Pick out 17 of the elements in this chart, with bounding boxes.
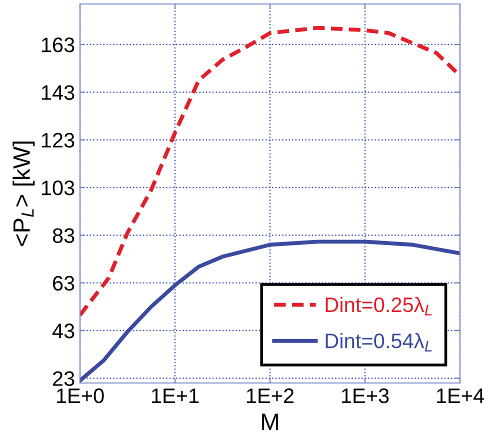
x-tick-label: 1E+4 xyxy=(436,388,484,403)
x-axis-title: M xyxy=(262,414,278,430)
y-tick-label: 63 xyxy=(53,276,74,291)
y-tick-label: 163 xyxy=(42,38,74,52)
y-axis-title: <P$_{L}$> [kW] xyxy=(12,142,35,246)
legend-label: Dint=0.25λ$_{L}$ xyxy=(326,296,432,316)
x-tick-label: 1E+3 xyxy=(342,388,389,404)
y-tick-label: 43 xyxy=(52,324,74,338)
y-tick-label: 83 xyxy=(52,228,74,243)
y-tick-label: 23 xyxy=(53,371,74,386)
x-tick-label: 1E+0 xyxy=(56,388,104,404)
y-tick-label: 123 xyxy=(42,132,74,148)
legend-label: Dint=0.54λ$_{L}$ xyxy=(326,332,432,352)
y-tick-label: 143 xyxy=(42,85,74,100)
y-tick-label: 103 xyxy=(42,180,74,196)
x-tick-label: 1E+2 xyxy=(246,388,294,403)
x-tick-label: 1E+1 xyxy=(152,388,199,403)
